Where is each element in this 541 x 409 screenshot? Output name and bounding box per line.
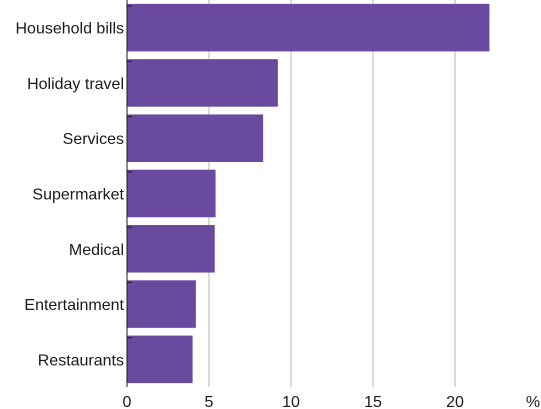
x-unit-label: %	[526, 394, 540, 409]
bar-supermarket	[127, 169, 216, 218]
category-label: Services	[63, 131, 124, 148]
x-tick-label: 20	[446, 394, 464, 409]
category-label: Restaurants	[38, 352, 124, 369]
bar-entertainment	[127, 280, 196, 328]
bar-holiday-travel	[127, 59, 278, 107]
category-label: Supermarket	[32, 187, 124, 204]
bar-services	[127, 114, 264, 162]
x-tick-label: 0	[123, 394, 132, 409]
category-label: Household bills	[15, 21, 124, 38]
x-tick-label: 15	[364, 394, 382, 409]
category-label: Holiday travel	[27, 76, 124, 93]
bar-medical	[127, 225, 215, 273]
bar-household-bills	[127, 3, 490, 52]
x-tick-label: 10	[282, 394, 300, 409]
category-label: Medical	[69, 242, 124, 259]
bars	[127, 3, 490, 384]
gridlines	[208, 0, 456, 387]
x-tick-label: 5	[205, 394, 214, 409]
category-label: Entertainment	[24, 297, 124, 314]
bar-restaurants	[127, 335, 193, 384]
x-tick-labels: 0 5 10 15 20	[123, 394, 464, 409]
category-labels: Household bills Holiday travel Services Sup…	[15, 21, 124, 370]
